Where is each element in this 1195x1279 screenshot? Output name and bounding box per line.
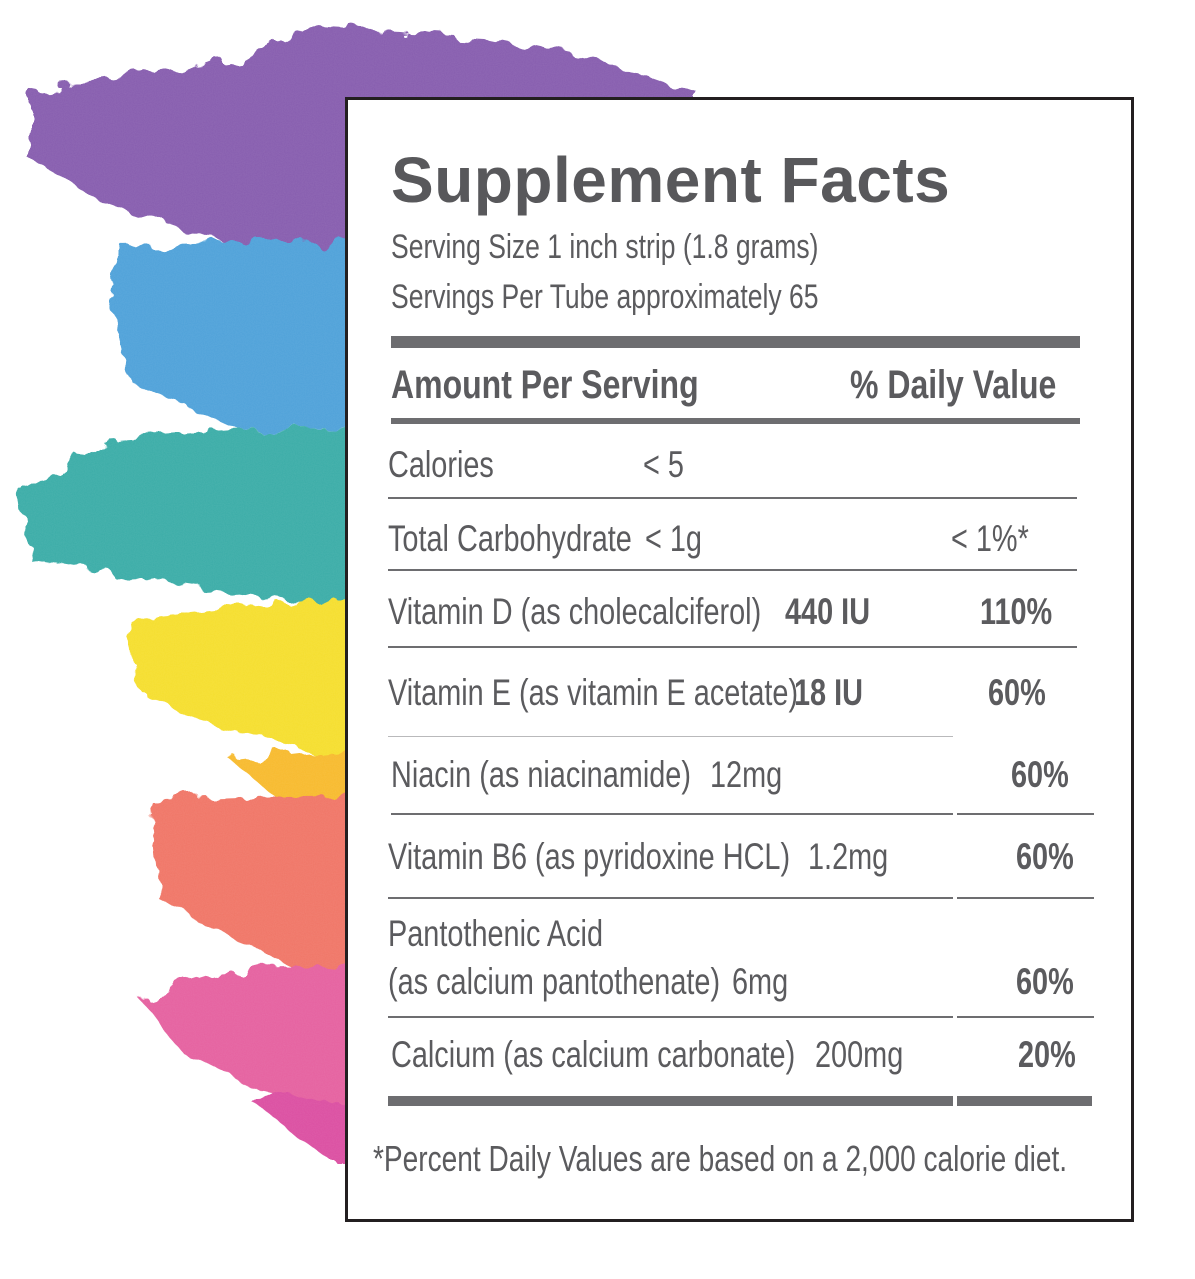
row-divider bbox=[391, 813, 953, 815]
servings-per-tube: Servings Per Tube approximately 65 bbox=[391, 278, 819, 316]
nutrient-name: Vitamin D (as cholecalciferol) bbox=[388, 591, 762, 632]
nutrient-amount: 1.2mg bbox=[808, 836, 889, 877]
nutrient-daily-value: 110% bbox=[980, 591, 1053, 632]
medium-rule bbox=[391, 418, 1080, 424]
nutrient-name: Calories bbox=[388, 444, 494, 485]
row-divider-dv bbox=[957, 1016, 1094, 1018]
serving-size: Serving Size 1 inch strip (1.8 grams) bbox=[391, 228, 819, 266]
nutrient-amount: 18 IU bbox=[794, 672, 863, 713]
nutrient-daily-value: 60% bbox=[1016, 961, 1074, 1002]
row-divider bbox=[388, 1016, 953, 1018]
nutrient-amount: 6mg bbox=[732, 961, 789, 1002]
nutrient-amount: 200mg bbox=[815, 1034, 904, 1075]
header-daily-value: % Daily Value bbox=[850, 363, 1057, 407]
supplement-facts-panel: Supplement Facts Serving Size 1 inch str… bbox=[345, 97, 1134, 1222]
nutrient-name-line2: (as calcium pantothenate) bbox=[388, 961, 721, 1002]
nutrient-name: Pantothenic Acid bbox=[388, 913, 603, 954]
row-divider-dv bbox=[957, 813, 1094, 815]
nutrient-daily-value: 60% bbox=[1016, 836, 1074, 877]
nutrient-name: Calcium (as calcium carbonate) bbox=[391, 1034, 796, 1075]
nutrient-name: Vitamin E (as vitamin E acetate) bbox=[388, 672, 799, 713]
row-divider bbox=[388, 646, 1077, 648]
nutrient-daily-value: < 1%* bbox=[951, 518, 1029, 559]
row-divider bbox=[388, 736, 953, 737]
nutrient-amount: < 1g bbox=[645, 518, 702, 559]
row-divider-dv bbox=[957, 897, 1094, 899]
nutrient-name: Niacin (as niacinamide) bbox=[391, 754, 691, 795]
thick-rule-bottom-dv bbox=[957, 1096, 1092, 1106]
thick-rule-top bbox=[391, 336, 1080, 348]
row-divider bbox=[388, 497, 1077, 499]
nutrient-daily-value: 60% bbox=[1011, 754, 1069, 795]
nutrient-daily-value: 20% bbox=[1018, 1034, 1076, 1075]
header-amount-per-serving: Amount Per Serving bbox=[391, 363, 699, 407]
nutrient-daily-value: 60% bbox=[988, 672, 1046, 713]
nutrient-name: Vitamin B6 (as pyridoxine HCL) bbox=[388, 836, 791, 877]
panel-title: Supplement Facts bbox=[391, 144, 951, 216]
nutrient-amount: 440 IU bbox=[785, 591, 871, 632]
row-divider bbox=[388, 897, 953, 899]
nutrient-amount: 12mg bbox=[710, 754, 783, 795]
row-divider bbox=[388, 569, 1077, 571]
nutrient-amount: < 5 bbox=[643, 444, 684, 485]
footnote: *Percent Daily Values are based on a 2,0… bbox=[373, 1138, 1068, 1179]
thick-rule-bottom bbox=[388, 1096, 953, 1106]
nutrient-name: Total Carbohydrate bbox=[388, 518, 632, 559]
